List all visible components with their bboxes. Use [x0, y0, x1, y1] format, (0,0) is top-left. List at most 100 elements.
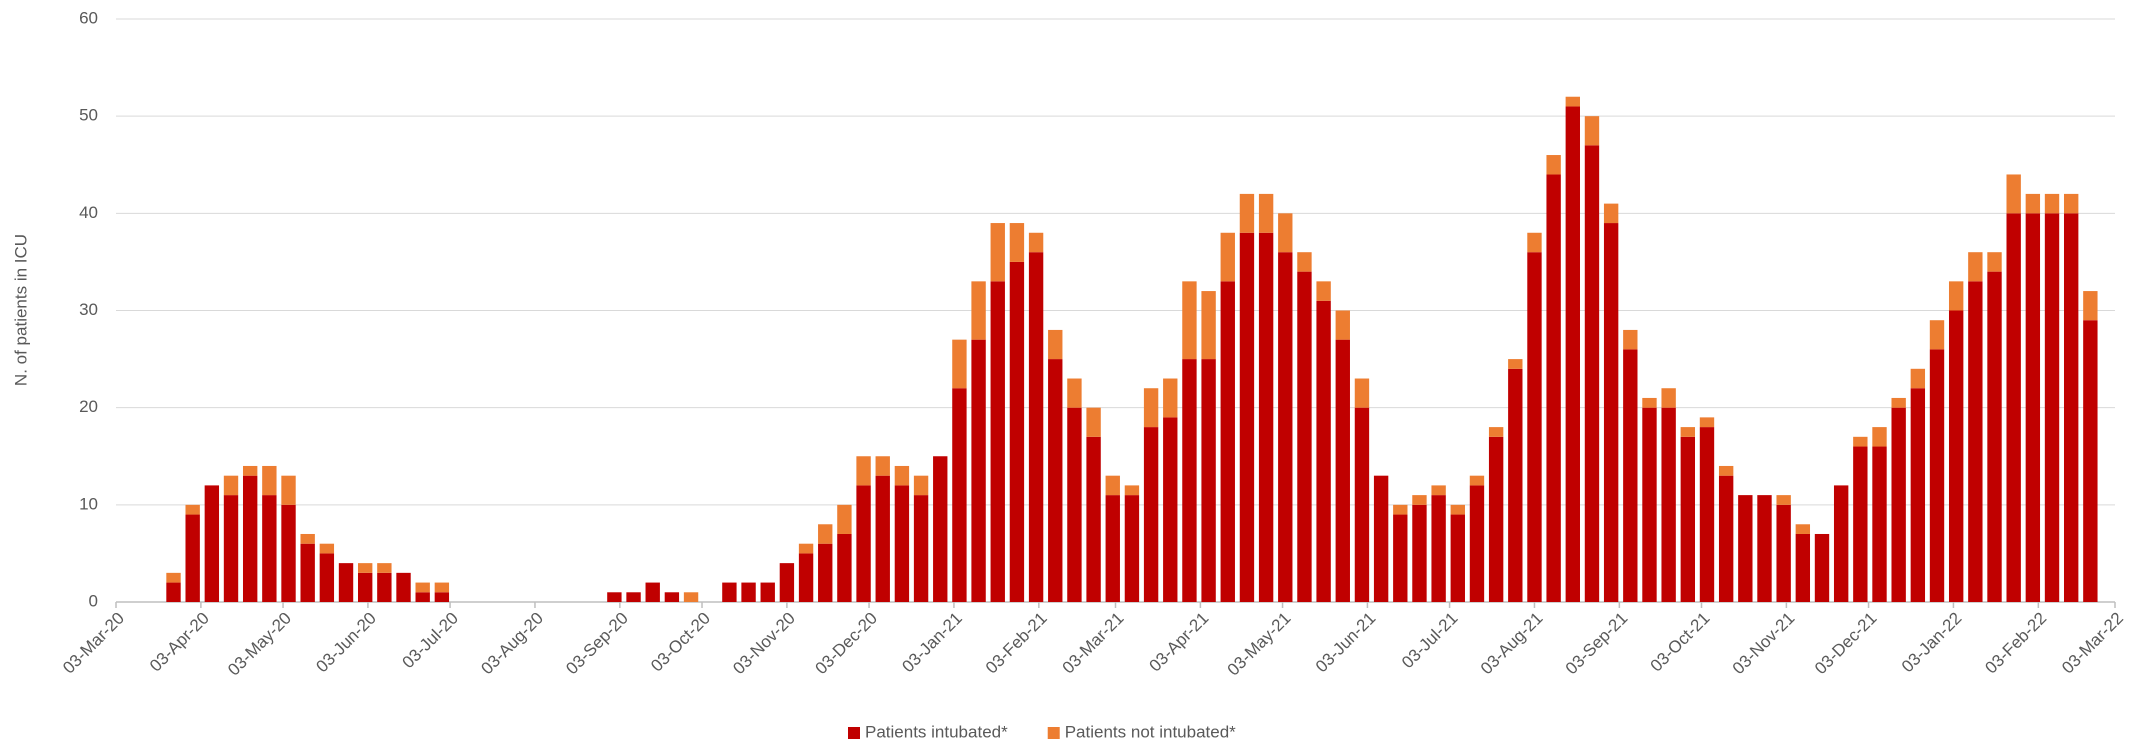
bar-segment: [1833, 485, 1849, 602]
bar-segment: [1661, 388, 1676, 408]
bar-segment: [1163, 378, 1178, 418]
bar-segment: [1067, 407, 1082, 602]
y-tick-label: 10: [79, 494, 98, 513]
bar-segment: [1258, 232, 1274, 602]
bar-segment: [2063, 213, 2079, 603]
bar-segment: [798, 553, 814, 602]
x-tick-label: 03-Feb-21: [982, 609, 1051, 678]
bar-segment: [1623, 349, 1638, 602]
bar-segment: [1373, 475, 1389, 602]
x-tick-label: 03-Mar-20: [59, 609, 128, 678]
x-tick-label: 03-Jan-21: [898, 609, 966, 677]
x-tick-label: 03-Mar-22: [2058, 609, 2127, 678]
bar-segment: [1201, 291, 1216, 360]
bar-segment: [1009, 223, 1025, 262]
bar-segment: [166, 572, 181, 583]
bar-segment: [415, 582, 430, 593]
bar-segment: [1795, 533, 1811, 602]
bar-segment: [1872, 427, 1887, 447]
bar-segment: [1968, 281, 1983, 602]
bar-segment: [2006, 213, 2021, 603]
bar-segment: [223, 495, 239, 602]
bar-segment: [1623, 329, 1638, 350]
x-tick-label: 03-Apr-20: [146, 609, 213, 676]
bar-segment: [1335, 310, 1350, 340]
x-tick-label: 03-Feb-22: [1981, 609, 2050, 678]
bar-segment: [1546, 155, 1561, 175]
bar-segment: [1105, 475, 1120, 496]
bar-segment: [779, 563, 795, 602]
bar-segment: [1603, 203, 1619, 224]
bar-segment: [1412, 504, 1427, 602]
y-tick-label: 30: [79, 300, 98, 319]
x-tick-label: 03-Jan-22: [1898, 609, 1966, 677]
bar-segment: [952, 339, 967, 389]
bar-segment: [971, 339, 986, 602]
bar-segment: [760, 582, 775, 602]
bar-segment: [1316, 281, 1331, 301]
bar-segment: [1584, 116, 1600, 146]
bar-segment: [1297, 252, 1312, 272]
x-tick-label: 03-Dec-20: [811, 609, 881, 679]
bar-segment: [1565, 96, 1580, 107]
bar-segment: [1124, 495, 1140, 602]
bar-segment: [1776, 504, 1791, 602]
bar-segment: [1488, 427, 1504, 437]
y-tick-label: 0: [89, 591, 98, 610]
bar-segment: [204, 485, 220, 602]
x-tick-label: 03-Jul-20: [399, 609, 463, 673]
y-tick-label: 50: [79, 106, 98, 125]
bar-segment: [1527, 252, 1542, 602]
bar-segment: [607, 592, 622, 602]
bar-segment: [1757, 495, 1772, 602]
bar-segment: [300, 543, 315, 602]
y-tick-label: 60: [79, 8, 98, 27]
bar-segment: [319, 553, 335, 602]
bar-segment: [1431, 485, 1446, 496]
bar-segment: [434, 582, 450, 593]
bar-segment: [1891, 397, 1906, 408]
bar-segment: [2025, 213, 2041, 603]
bar-segment: [1469, 485, 1485, 602]
bar-segment: [319, 543, 335, 554]
bar-segment: [1124, 485, 1140, 496]
x-tick-label: 03-Jun-20: [312, 609, 380, 677]
x-tick-label: 03-Oct-21: [1647, 609, 1714, 676]
bar-segment: [2063, 193, 2079, 214]
bar-segment: [1163, 417, 1178, 602]
bar-segment: [856, 456, 871, 486]
bar-segment: [2044, 193, 2060, 214]
x-tick-label: 03-Aug-20: [477, 609, 547, 679]
bar-segment: [856, 485, 871, 602]
bar-segment: [396, 572, 411, 602]
x-tick-label: 03-Jun-21: [1312, 609, 1380, 677]
y-tick-label: 40: [79, 203, 98, 222]
bar-segment: [933, 456, 948, 602]
bar-segment: [1431, 495, 1446, 602]
bar-segment: [1393, 504, 1408, 515]
x-tick-label: 03-Nov-20: [729, 609, 799, 679]
bar-segment: [952, 388, 967, 602]
bar-segment: [1354, 378, 1370, 408]
bar-segment: [1412, 495, 1427, 505]
bar-segment: [185, 504, 200, 515]
x-tick-label: 03-Jul-21: [1398, 609, 1462, 673]
bar-segment: [223, 475, 239, 496]
bar-segment: [185, 514, 200, 602]
bar-segment: [626, 592, 641, 602]
bar-segment: [300, 533, 315, 544]
bar-segment: [1948, 310, 1964, 602]
bar-segment: [798, 543, 814, 554]
bar-segment: [1642, 397, 1657, 408]
bar-segment: [1718, 465, 1734, 476]
bar-segment: [1354, 407, 1370, 602]
x-tick-label: 03-Sep-21: [1562, 609, 1632, 679]
bar-segment: [1891, 407, 1906, 602]
x-tick-label: 03-Apr-21: [1145, 609, 1212, 676]
bar-segment: [1738, 495, 1753, 602]
bar-segment: [1584, 145, 1600, 603]
bar-segment: [1910, 388, 1926, 602]
bar-segment: [1929, 349, 1945, 602]
bar-segment: [262, 465, 277, 496]
